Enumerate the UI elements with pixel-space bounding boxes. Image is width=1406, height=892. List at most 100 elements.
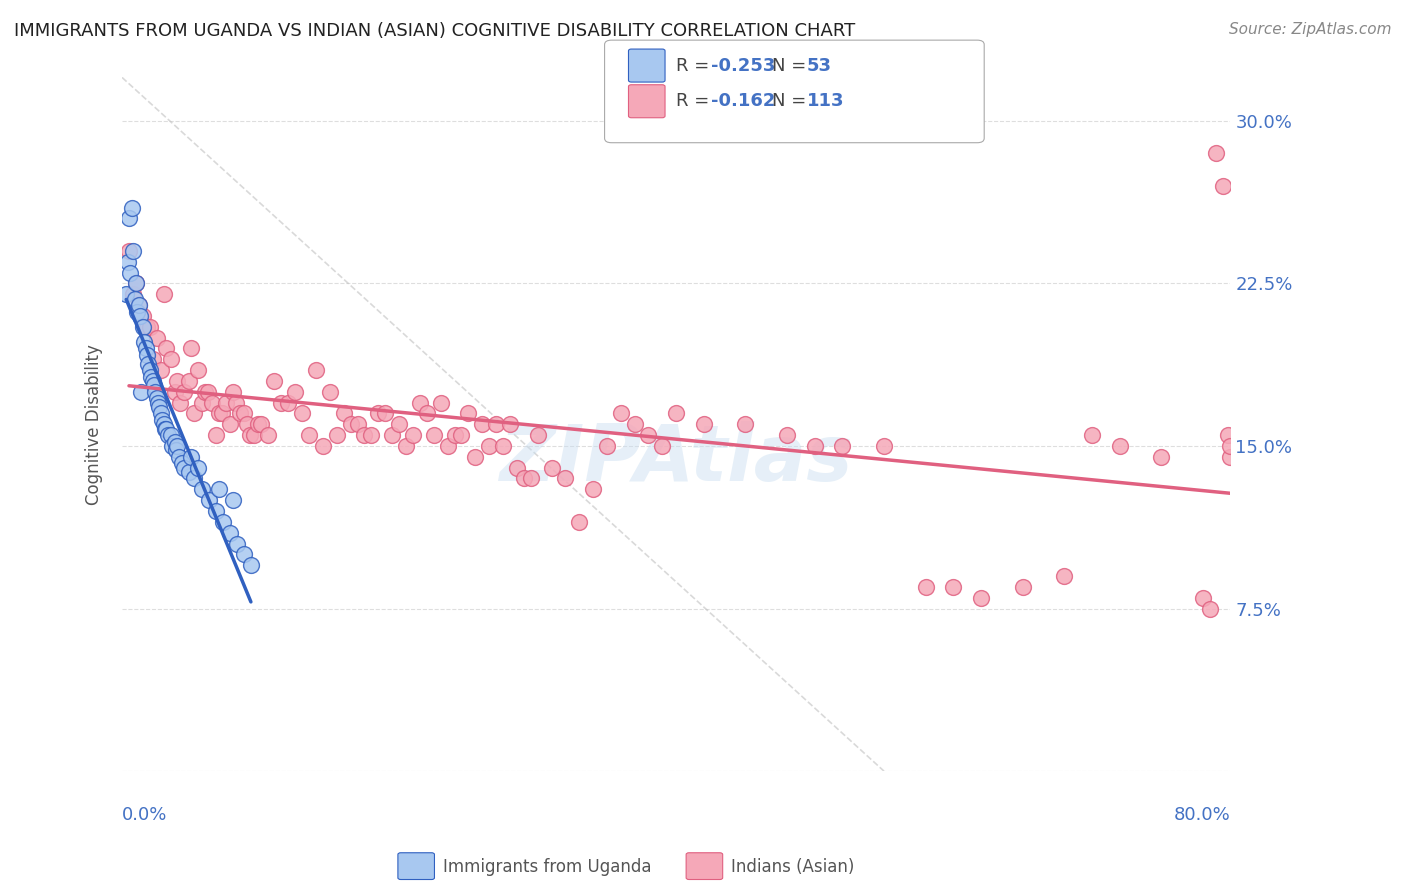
Point (122, 244, 145, 258)
Point (159, 428, 181, 442)
Text: IMMIGRANTS FROM UGANDA VS INDIAN (ASIAN) COGNITIVE DISABILITY CORRELATION CHART: IMMIGRANTS FROM UGANDA VS INDIAN (ASIAN)… (14, 22, 855, 40)
Point (1150, 450, 1173, 464)
Point (623, 417, 645, 432)
Point (914, 580, 936, 594)
Point (270, 395, 292, 409)
Point (1205, 146, 1227, 161)
Point (485, 417, 508, 432)
Point (132, 319, 155, 334)
Point (312, 439, 335, 453)
Point (226, 536, 249, 550)
Point (215, 395, 238, 409)
Point (229, 407, 252, 421)
Point (121, 201, 143, 215)
Point (506, 460, 529, 475)
Point (183, 471, 205, 485)
Text: N =: N = (772, 92, 811, 111)
Point (208, 407, 231, 421)
Point (326, 428, 349, 442)
Point (1219, 439, 1241, 453)
Point (374, 407, 396, 421)
Point (166, 439, 188, 453)
Point (429, 395, 451, 409)
Point (212, 515, 235, 529)
Point (1216, 428, 1239, 442)
Point (152, 417, 174, 432)
Point (416, 407, 439, 421)
Text: -0.253: -0.253 (711, 56, 776, 75)
Point (187, 460, 209, 475)
Y-axis label: Cognitive Disability: Cognitive Disability (86, 343, 103, 505)
Point (464, 450, 486, 464)
Point (776, 428, 799, 442)
Point (353, 428, 375, 442)
Point (166, 374, 188, 388)
Point (124, 292, 146, 306)
Point (201, 395, 224, 409)
Point (284, 384, 307, 399)
Point (169, 395, 191, 409)
Point (198, 493, 221, 508)
Point (381, 428, 404, 442)
Point (127, 304, 149, 318)
Point (132, 309, 155, 323)
Text: 53: 53 (807, 56, 832, 75)
Point (197, 384, 219, 399)
Point (942, 580, 965, 594)
Point (145, 391, 167, 405)
Point (450, 428, 472, 442)
Point (582, 483, 605, 497)
Point (167, 450, 190, 464)
Point (115, 287, 138, 301)
Point (540, 460, 562, 475)
Point (155, 422, 177, 436)
Point (205, 428, 228, 442)
Point (149, 363, 172, 377)
Point (332, 407, 354, 421)
Point (519, 471, 541, 485)
Point (471, 417, 494, 432)
Point (219, 417, 242, 432)
Point (139, 319, 162, 334)
Point (128, 298, 150, 312)
Point (291, 407, 314, 421)
Text: N =: N = (772, 56, 811, 75)
Point (139, 369, 162, 384)
Point (478, 439, 501, 453)
Point (395, 439, 418, 453)
Point (180, 342, 202, 356)
Point (803, 439, 825, 453)
Point (734, 417, 756, 432)
Point (194, 384, 217, 399)
Point (970, 591, 993, 605)
Point (183, 407, 205, 421)
Point (242, 428, 264, 442)
Point (125, 277, 148, 291)
Point (1081, 428, 1104, 442)
Point (596, 439, 619, 453)
Point (156, 428, 179, 442)
Point (423, 428, 446, 442)
Point (173, 460, 195, 475)
Point (319, 384, 342, 399)
Point (235, 417, 257, 432)
Point (568, 515, 591, 529)
Point (222, 384, 245, 399)
Point (141, 352, 163, 367)
Point (610, 407, 633, 421)
Point (256, 428, 278, 442)
Point (150, 413, 173, 427)
Text: R =: R = (676, 56, 716, 75)
Point (1108, 439, 1130, 453)
Point (134, 334, 156, 349)
Point (298, 428, 321, 442)
Point (457, 407, 479, 421)
Point (122, 287, 145, 301)
Point (1198, 601, 1220, 615)
Point (131, 384, 153, 399)
Point (155, 342, 177, 356)
Point (177, 374, 200, 388)
Point (146, 395, 169, 409)
Point (233, 547, 256, 561)
Text: 80.0%: 80.0% (1174, 805, 1230, 824)
